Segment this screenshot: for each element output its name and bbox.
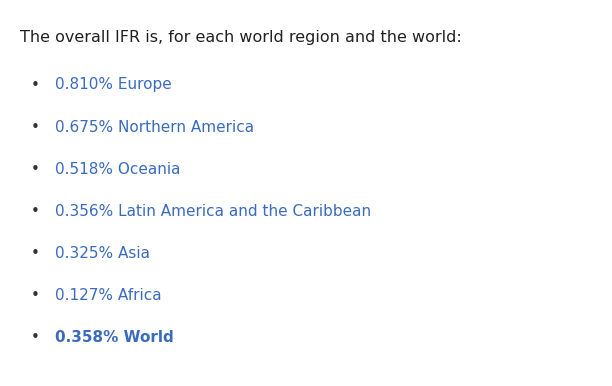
Text: 0.675% Northern America: 0.675% Northern America bbox=[55, 120, 254, 134]
Text: 0.127% Africa: 0.127% Africa bbox=[55, 288, 162, 303]
Text: 0.325% Asia: 0.325% Asia bbox=[55, 245, 150, 261]
Text: •: • bbox=[31, 120, 39, 134]
Text: •: • bbox=[31, 203, 39, 218]
Text: 0.358% World: 0.358% World bbox=[55, 330, 174, 344]
Text: •: • bbox=[31, 245, 39, 261]
Text: 0.810% Europe: 0.810% Europe bbox=[55, 78, 172, 93]
Text: 0.356% Latin America and the Caribbean: 0.356% Latin America and the Caribbean bbox=[55, 203, 371, 218]
Text: 0.518% Oceania: 0.518% Oceania bbox=[55, 161, 181, 176]
Text: •: • bbox=[31, 161, 39, 176]
Text: •: • bbox=[31, 78, 39, 93]
Text: The overall IFR is, for each world region and the world:: The overall IFR is, for each world regio… bbox=[20, 30, 461, 45]
Text: •: • bbox=[31, 330, 39, 344]
Text: •: • bbox=[31, 288, 39, 303]
